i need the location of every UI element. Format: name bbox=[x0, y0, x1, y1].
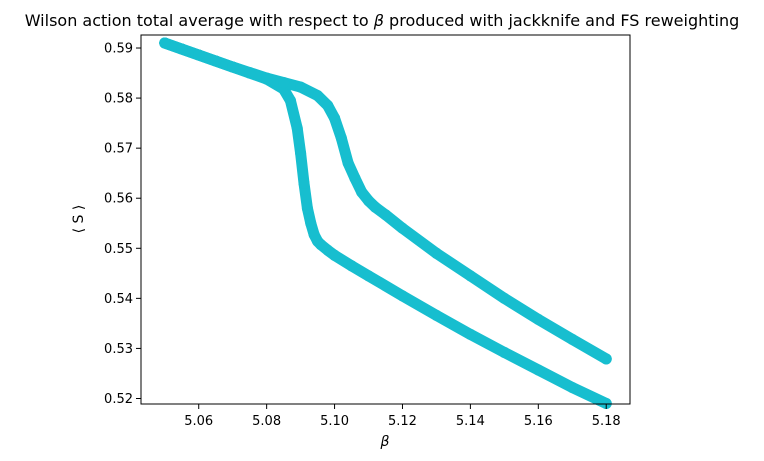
data-point bbox=[301, 202, 313, 214]
data-point bbox=[369, 201, 381, 213]
data-point bbox=[193, 49, 205, 61]
data-point bbox=[342, 157, 354, 169]
data-point bbox=[356, 186, 368, 198]
y-tick-label: 0.54 bbox=[104, 292, 133, 307]
data-point bbox=[566, 381, 578, 393]
data-point bbox=[329, 249, 341, 261]
y-axis-label: ⟨ S ⟩ bbox=[71, 205, 87, 234]
data-point bbox=[295, 81, 307, 93]
y-axis: 0.52 0.53 0.54 0.55 0.56 0.57 0.58 0.59 bbox=[104, 42, 141, 407]
data-point bbox=[278, 77, 290, 89]
data-point bbox=[284, 95, 296, 107]
x-tick-label: 5.10 bbox=[320, 414, 349, 429]
series-2 bbox=[159, 37, 612, 365]
x-axis: 5.06 5.08 5.10 5.12 5.14 5.16 5.18 bbox=[184, 404, 621, 429]
y-tick-label: 0.57 bbox=[104, 142, 133, 157]
data-point bbox=[363, 270, 375, 282]
y-tick-label: 0.53 bbox=[104, 342, 133, 357]
data-point bbox=[600, 353, 612, 365]
x-axis-label: β bbox=[380, 434, 390, 450]
x-tick-label: 5.18 bbox=[592, 414, 621, 429]
data-point bbox=[363, 195, 375, 207]
data-point bbox=[261, 72, 273, 84]
data-point bbox=[380, 209, 391, 221]
data-point bbox=[396, 290, 408, 302]
data-point bbox=[532, 364, 544, 376]
chart-title: Wilson action total average with respect… bbox=[25, 11, 740, 30]
data-point bbox=[322, 100, 334, 112]
data-point bbox=[532, 313, 544, 325]
data-point bbox=[335, 132, 347, 144]
data-point bbox=[291, 122, 303, 134]
data-point bbox=[244, 67, 256, 79]
data-point bbox=[349, 172, 361, 184]
x-tick-label: 5.12 bbox=[388, 414, 417, 429]
data-point bbox=[305, 217, 317, 229]
data-point bbox=[210, 55, 222, 67]
y-tick-label: 0.58 bbox=[104, 92, 133, 107]
x-tick-label: 5.16 bbox=[524, 414, 553, 429]
data-point bbox=[498, 292, 510, 304]
data-point bbox=[498, 346, 510, 358]
data-point bbox=[346, 260, 358, 272]
data-point bbox=[227, 61, 239, 73]
data-point bbox=[159, 37, 171, 49]
data-point bbox=[430, 247, 442, 259]
y-tick-label: 0.59 bbox=[104, 42, 133, 57]
data-point bbox=[298, 177, 310, 189]
data-point bbox=[464, 328, 476, 340]
data-point bbox=[566, 333, 578, 345]
data-point bbox=[464, 270, 476, 282]
data-point bbox=[295, 147, 307, 159]
x-tick-label: 5.06 bbox=[184, 414, 213, 429]
data-point bbox=[312, 90, 324, 102]
plot-frame bbox=[140, 34, 631, 405]
x-tick-label: 5.14 bbox=[456, 414, 485, 429]
data-point bbox=[430, 309, 442, 321]
data-point bbox=[396, 222, 408, 234]
data-points bbox=[159, 37, 612, 409]
y-tick-label: 0.55 bbox=[104, 242, 133, 257]
y-tick-label: 0.52 bbox=[104, 392, 133, 407]
data-point bbox=[329, 112, 341, 124]
data-point bbox=[176, 43, 188, 55]
y-tick-label: 0.56 bbox=[104, 192, 133, 207]
x-tick-label: 5.08 bbox=[252, 414, 281, 429]
